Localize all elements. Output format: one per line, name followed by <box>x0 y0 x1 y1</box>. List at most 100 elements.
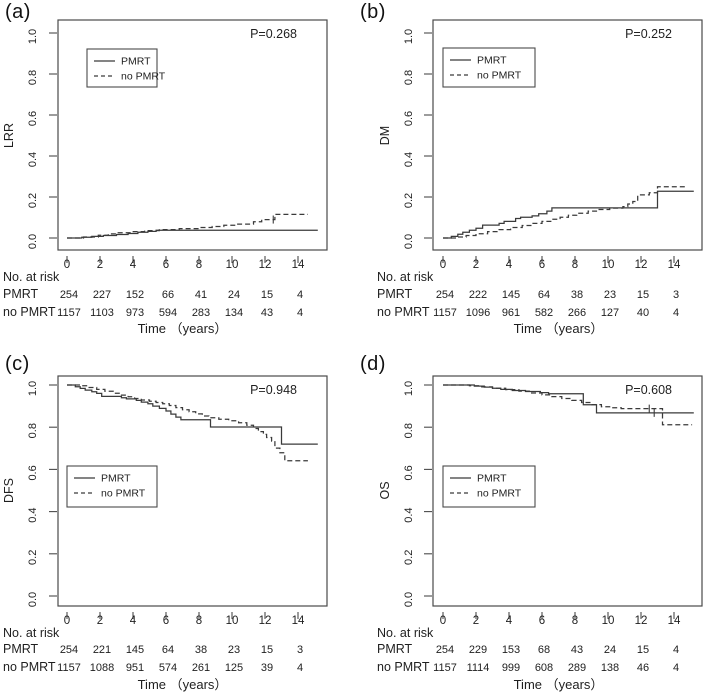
x-tick-label: 0 <box>440 259 446 271</box>
risk-count: 3 <box>673 289 679 301</box>
risk-row-label: no PMRT <box>3 660 56 674</box>
risk-row-label: no PMRT <box>3 305 56 319</box>
curve-pmrt <box>443 190 694 239</box>
legend-label: PMRT <box>477 55 507 67</box>
risk-count: 222 <box>469 289 487 301</box>
x-tick-label: 2 <box>97 259 103 271</box>
risk-count: 961 <box>502 307 520 319</box>
y-tick-label: 0.0 <box>27 592 39 607</box>
risk-count: 3 <box>297 644 303 656</box>
y-tick-label: 0.2 <box>27 550 39 565</box>
y-axis: 0.0 0.2 0.4 0.6 0.8 1.0 <box>403 29 432 249</box>
x-tick-label: 0 <box>64 259 70 271</box>
y-tick-label: 0.0 <box>403 234 415 249</box>
legend: PMRT no PMRT <box>442 47 536 88</box>
panel-c-plot: 0.0 0.2 0.4 0.6 0.8 1.0 0 2 4 6 8 10 12 14 DFS Time （ye… <box>2 375 328 692</box>
x-tick-label: 10 <box>602 259 615 271</box>
y-tick-label: 0.4 <box>27 152 39 167</box>
panel-a-label: (a) <box>5 1 31 23</box>
risk-count: 40 <box>637 307 649 319</box>
x-tick-label: 8 <box>572 259 578 271</box>
y-tick-label: 1.0 <box>403 381 415 396</box>
x-axis-title: Time （years） <box>138 677 228 692</box>
x-tick-label: 14 <box>668 615 681 627</box>
risk-count: 254 <box>60 644 78 656</box>
y-tick-label: 0.6 <box>27 465 39 480</box>
risk-count: 145 <box>502 289 520 301</box>
risk-count: 24 <box>228 289 240 301</box>
x-axis: 0 2 4 6 8 10 12 14 <box>64 256 305 271</box>
risk-count: 38 <box>195 644 207 656</box>
legend-box <box>442 47 536 88</box>
panel-c: (c) 0.0 0.2 0.4 0.6 0.8 1.0 0 2 4 6 8 10 12 14 DFS Time… <box>0 348 354 696</box>
risk-count: 4 <box>297 289 303 301</box>
risk-count: 4 <box>673 662 679 674</box>
risk-count: 574 <box>159 662 177 674</box>
x-axis-title: Time （years） <box>138 321 228 336</box>
p-value: P=0.252 <box>625 27 672 41</box>
risk-table-header: No. at risk <box>377 626 434 640</box>
x-tick-label: 8 <box>196 615 202 627</box>
risk-count: 1157 <box>57 307 81 319</box>
y-tick-label: 0.6 <box>27 111 39 126</box>
y-tick-label: 0.0 <box>403 592 415 607</box>
x-axis-title: Time （years） <box>514 321 604 336</box>
y-axis-title: LRR <box>2 123 16 148</box>
risk-count: 608 <box>535 662 553 674</box>
risk-count: 134 <box>225 307 243 319</box>
risk-count: 1157 <box>433 307 457 319</box>
y-tick-label: 0.2 <box>27 193 39 208</box>
y-tick-label: 1.0 <box>27 381 39 396</box>
plot-box <box>57 375 328 607</box>
legend-box <box>442 465 536 508</box>
x-tick-label: 8 <box>196 259 202 271</box>
plot-box <box>432 375 703 607</box>
y-tick-label: 0.6 <box>403 465 415 480</box>
x-tick-label: 10 <box>602 615 615 627</box>
x-axis-title: Time （years） <box>514 677 604 692</box>
risk-row-label: PMRT <box>377 287 413 301</box>
panel-b-label: (b) <box>360 1 386 23</box>
panel-b: (b) 0.0 0.2 0.4 0.6 0.8 1.0 0 2 4 6 8 10 12 14 DM Time … <box>355 0 709 348</box>
curve-pmrt <box>67 384 318 445</box>
risk-count: 46 <box>637 662 649 674</box>
x-tick-label: 14 <box>292 615 305 627</box>
risk-count: 283 <box>192 307 210 319</box>
panel-b-plot: 0.0 0.2 0.4 0.6 0.8 1.0 0 2 4 6 8 10 12 14 DM Time （yea… <box>377 19 703 336</box>
risk-count: 15 <box>261 289 273 301</box>
y-axis: 0.0 0.2 0.4 0.6 0.8 1.0 <box>27 29 57 249</box>
risk-count: 24 <box>604 644 616 656</box>
y-tick-label: 0.0 <box>27 234 39 249</box>
y-tick-label: 1.0 <box>27 29 39 44</box>
risk-count: 266 <box>568 307 586 319</box>
risk-count: 1114 <box>467 662 490 674</box>
risk-table-header: No. at risk <box>3 626 60 640</box>
x-tick-label: 8 <box>572 615 578 627</box>
legend-box <box>86 48 158 88</box>
y-axis: 0.0 0.2 0.4 0.6 0.8 1.0 <box>403 381 432 607</box>
y-tick-label: 0.4 <box>27 507 39 522</box>
curve-no-pmrt <box>443 384 693 426</box>
legend-label: no PMRT <box>477 70 522 82</box>
risk-row-label: no PMRT <box>377 660 430 674</box>
x-tick-label: 2 <box>97 615 103 627</box>
risk-count: 4 <box>673 307 679 319</box>
risk-count: 64 <box>162 644 174 656</box>
curve-pmrt <box>67 229 318 239</box>
risk-count: 254 <box>60 289 78 301</box>
x-tick-label: 14 <box>292 259 305 271</box>
risk-count: 152 <box>126 289 144 301</box>
x-tick-label: 4 <box>506 615 513 627</box>
legend-label: PMRT <box>101 473 131 485</box>
x-axis: 0 2 4 6 8 10 12 14 <box>64 612 305 627</box>
x-tick-label: 6 <box>539 259 545 271</box>
y-tick-label: 1.0 <box>403 29 415 44</box>
risk-count: 66 <box>162 289 174 301</box>
y-tick-label: 0.8 <box>27 70 39 85</box>
y-tick-label: 0.2 <box>403 193 415 208</box>
y-axis-title: OS <box>378 481 392 499</box>
legend: PMRT no PMRT <box>66 465 158 508</box>
risk-count: 254 <box>436 289 454 301</box>
risk-count: 15 <box>261 644 273 656</box>
